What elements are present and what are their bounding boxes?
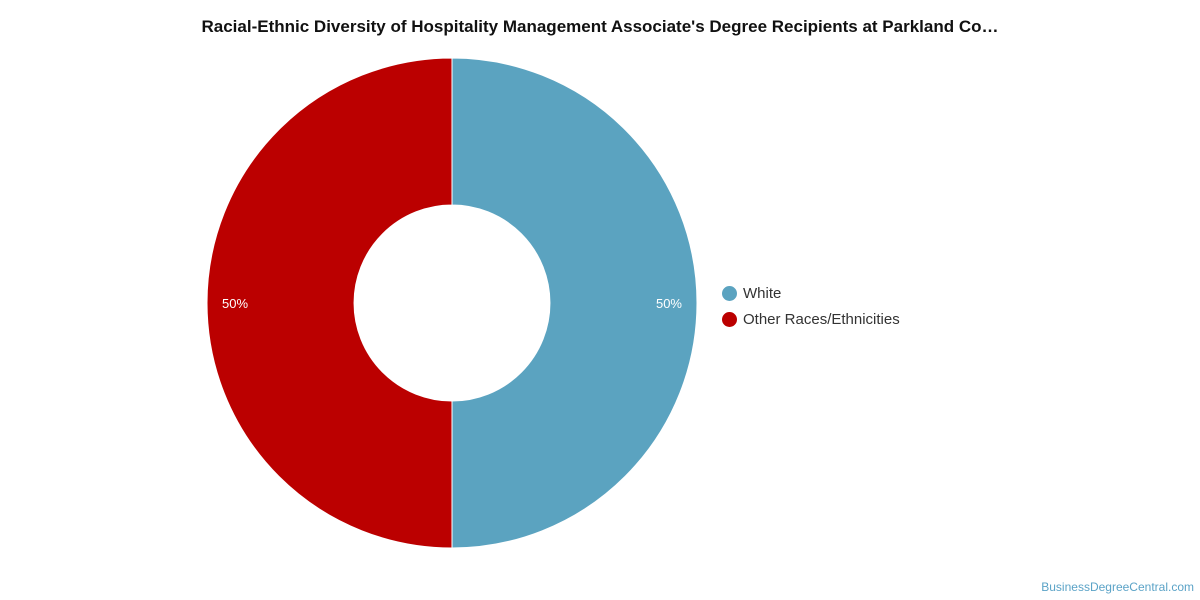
data-label-other-races-ethnicities: 50% xyxy=(222,296,248,311)
watermark-link[interactable]: BusinessDegreeCentral.com xyxy=(1041,580,1194,594)
legend-swatch-white xyxy=(722,285,737,301)
legend: White Other Races/Ethnicities xyxy=(722,280,900,332)
legend-label-other: Other Races/Ethnicities xyxy=(743,310,900,328)
data-label-white: 50% xyxy=(656,296,682,311)
legend-item-white[interactable]: White xyxy=(722,280,900,306)
slice-white[interactable] xyxy=(451,57,698,549)
legend-swatch-other xyxy=(722,311,737,327)
legend-item-other[interactable]: Other Races/Ethnicities xyxy=(722,306,900,332)
legend-label-white: White xyxy=(743,284,782,302)
slice-other-races-ethnicities[interactable] xyxy=(206,57,453,549)
chart-title: Racial-Ethnic Diversity of Hospitality M… xyxy=(201,17,999,36)
